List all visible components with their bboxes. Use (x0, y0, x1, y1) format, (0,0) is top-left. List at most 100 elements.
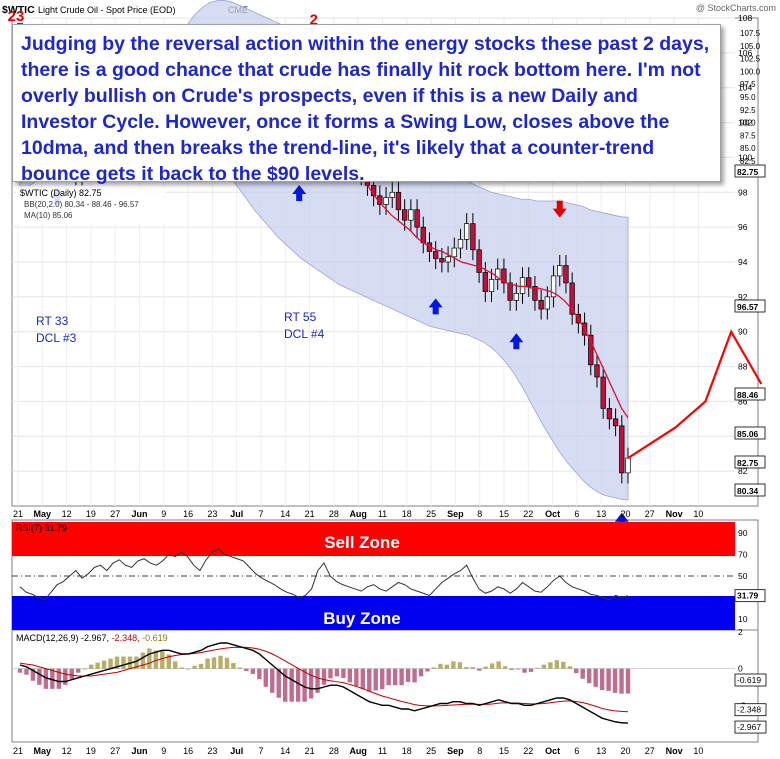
macd-histogram-bar (328, 668, 333, 679)
cycle-label: RT 33 (36, 314, 69, 328)
date-tick-label-macd: Jul (230, 746, 243, 756)
date-tick-label-macd: 9 (161, 746, 166, 756)
date-tick-label: 21 (305, 509, 315, 519)
macd-histogram-bar (373, 668, 378, 691)
macd-histogram-bar (185, 668, 191, 670)
buy-zone (12, 596, 735, 630)
date-tick-label-macd: 7 (258, 746, 263, 756)
cycle-label: DCL #3 (36, 331, 77, 345)
price-right-tick-label: 102.5 (740, 55, 761, 64)
macd-line (19, 642, 629, 724)
up-arrow-stem (513, 341, 520, 350)
candle-body (519, 277, 526, 294)
macd-signal-line (19, 646, 629, 713)
date-tick-label: 21 (13, 509, 23, 519)
macd-histogram-bar (502, 666, 508, 669)
macd-histogram-bar (451, 661, 456, 669)
rsi-legend: RSI(7) 31.79 (16, 523, 67, 533)
date-tick-label: 8 (477, 509, 482, 519)
price-legend-bb: BB(20,2.0) 80.34 - 88.46 - 96.57 (24, 200, 139, 209)
price-tick-label: 96 (738, 222, 748, 232)
candle-body (501, 268, 507, 284)
candle-body (619, 425, 625, 474)
date-tick-label: Oct (545, 509, 560, 519)
macd-histogram-bar (548, 662, 553, 669)
macd-histogram-bar (43, 668, 49, 689)
rsi7-line (19, 548, 629, 601)
macd-histogram-bar (134, 656, 139, 669)
candle-body (513, 293, 519, 301)
macd-histogram-bar (360, 668, 366, 690)
macd-histogram-bar (95, 662, 100, 669)
macd-histogram-bar (121, 656, 126, 669)
date-tick-label: 23 (207, 509, 217, 519)
date-tick-label: Jun (131, 509, 147, 519)
candle-body (439, 258, 445, 263)
candle-body (383, 197, 389, 205)
cycle-label: DCL #4 (284, 327, 325, 341)
date-tick-label-macd: 27 (645, 746, 655, 756)
macd-histogram-bar (522, 668, 527, 673)
rsi-tick-label: 50 (738, 571, 748, 581)
date-tick-label: 10 (693, 509, 703, 519)
date-tick-label: Sep (447, 509, 464, 519)
buy-zone-label: Buy Zone (323, 609, 400, 628)
date-tick-label: 25 (426, 509, 436, 519)
header-symbol: $WTIC (2, 4, 35, 16)
macd-histogram-bar (380, 668, 385, 690)
candle-body (470, 223, 476, 251)
date-tick-label: 16 (183, 509, 193, 519)
up-arrow-marker (292, 185, 307, 195)
price-right-tick-label: 90.0 (740, 119, 756, 128)
macd-tick-label: 2 (738, 627, 743, 637)
sell-zone-label: Sell Zone (324, 533, 400, 552)
candle-body (420, 226, 426, 244)
up-arrow-stem (296, 193, 303, 202)
macd-histogram-bar (483, 666, 488, 669)
macd-histogram-bar (37, 668, 42, 685)
commentary-box: Judging by the reversal action within th… (12, 24, 721, 185)
candle-body (464, 223, 470, 240)
macd-histogram-bar (477, 668, 482, 671)
macd-histogram-bar (263, 668, 268, 687)
date-tick-label: Jul (230, 509, 243, 519)
price-legend: $WTIC (Daily) 82.75 BB(20,2.0) 80.34 - 8… (16, 186, 166, 224)
price-tick-label: 92 (738, 292, 748, 302)
candle-body (445, 256, 451, 263)
macd-histogram-bar (470, 667, 475, 669)
candle-body (526, 277, 532, 287)
price-value-label: 88.46 (737, 390, 759, 400)
candle-body (482, 272, 488, 292)
date-tick-label: 27 (110, 509, 120, 519)
candle-body (402, 209, 408, 221)
macd-histogram-bar (50, 668, 55, 689)
candle-body (544, 296, 550, 310)
candle-body (625, 457, 631, 474)
date-tick-label-macd: 8 (477, 746, 482, 756)
price-value-label: 85.06 (737, 429, 759, 439)
macd-histogram-bar (295, 668, 301, 702)
date-tick-label: 22 (523, 509, 533, 519)
price-right-tick-label: 82.5 (740, 157, 756, 166)
candle-body (594, 364, 600, 378)
candle-body (588, 334, 594, 366)
date-tick-label: 12 (62, 509, 72, 519)
commentary-text: Judging by the reversal action within th… (21, 33, 710, 185)
macd-histogram-bar (515, 668, 521, 670)
macd-histogram-bar (56, 668, 62, 689)
price-right-tick-label: 85.0 (740, 144, 756, 153)
date-tick-label-macd: 11 (378, 746, 387, 756)
price-tick-label: 102 (738, 118, 752, 128)
date-tick-label-macd: 15 (499, 746, 509, 756)
down-arrow-marker (552, 208, 567, 218)
date-tick-label-macd: Jun (131, 746, 147, 756)
macd-histogram-bar (574, 668, 579, 674)
price-tick-label: 106 (738, 48, 752, 58)
date-tick-label: 9 (161, 509, 166, 519)
macd-histogram-bar (489, 663, 495, 669)
rsi-tick-label: 70 (738, 549, 748, 559)
macd-histogram-bar (593, 668, 598, 687)
date-tick-label-macd: 28 (329, 746, 339, 756)
candle-body (538, 299, 544, 310)
